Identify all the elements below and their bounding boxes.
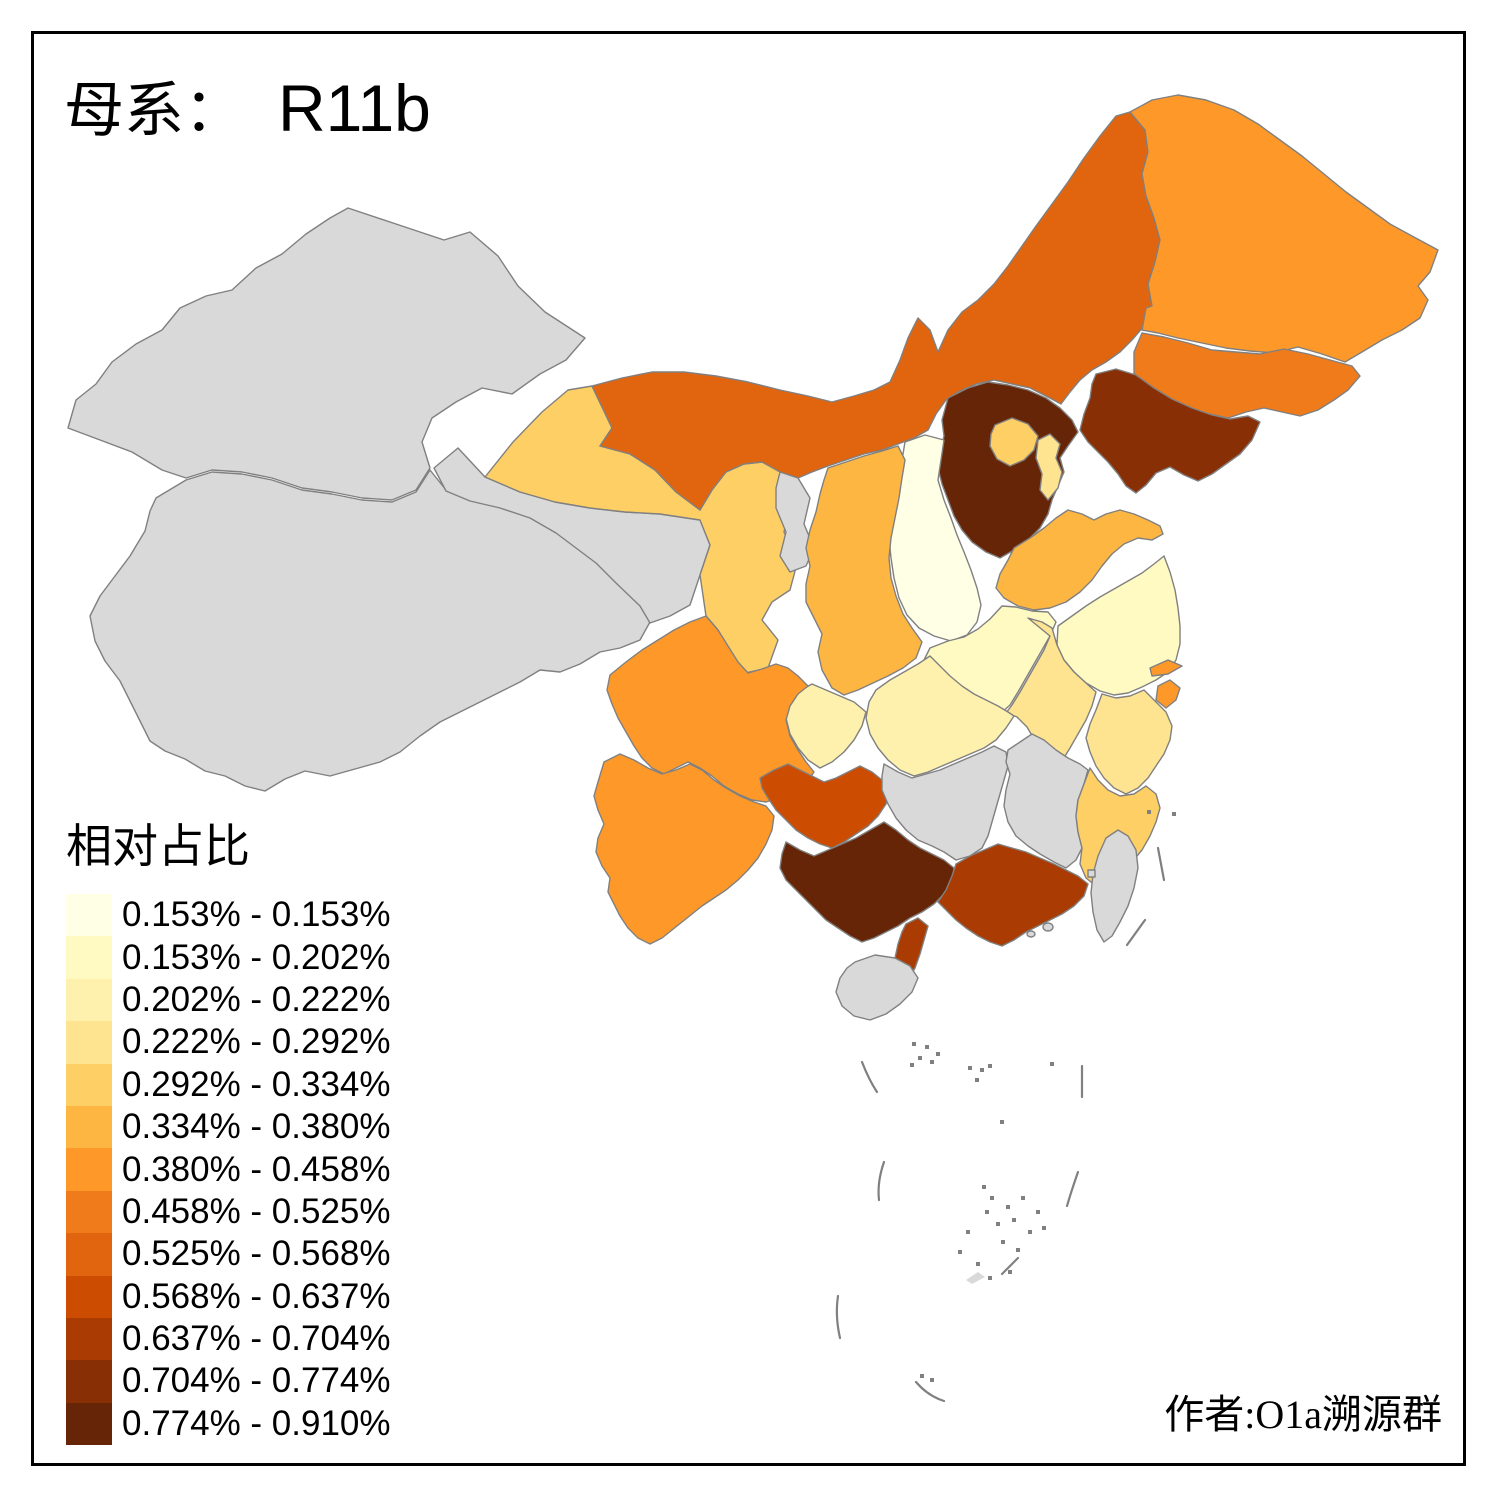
legend-label: 0.202% - 0.222% <box>122 979 391 1019</box>
legend-swatch <box>66 1275 112 1318</box>
province-xinjiang <box>67 207 586 501</box>
province-hebei <box>937 381 1079 559</box>
province-hunan <box>881 745 1009 861</box>
legend-swatch <box>66 1063 112 1106</box>
province-inner-mongolia <box>591 111 1161 511</box>
province-guizhou <box>759 763 891 849</box>
province-shanghai-chongming-island <box>1149 659 1183 677</box>
legend-swatch <box>66 936 112 979</box>
province-shapes <box>67 94 1439 1021</box>
legend-label: 0.380% - 0.458% <box>122 1149 391 1189</box>
province-taiwan <box>1090 829 1139 943</box>
legend-label: 0.222% - 0.292% <box>122 1022 391 1062</box>
legend-label: 0.153% - 0.202% <box>122 937 391 977</box>
author-attribution: 作者:O1a溯源群 <box>1164 1392 1442 1437</box>
province-shandong <box>995 509 1164 611</box>
legend-swatch <box>66 1021 112 1064</box>
legend-swatch <box>66 894 112 937</box>
legend-label: 0.568% - 0.637% <box>122 1276 391 1316</box>
legend-swatch <box>66 1148 112 1191</box>
legend-swatch <box>66 1360 112 1403</box>
province-guangxi <box>779 821 955 943</box>
province-shaanxi <box>805 445 923 696</box>
legend-swatch <box>66 1402 112 1446</box>
province-hubei <box>865 655 1015 777</box>
legend-label: 0.704% - 0.774% <box>122 1361 391 1401</box>
legend-label: 0.637% - 0.704% <box>122 1319 391 1359</box>
dongsha-island <box>966 1272 985 1284</box>
province-tianjin <box>1035 433 1063 501</box>
province-sichuan <box>606 615 815 803</box>
legend-title: 相对占比 <box>66 821 250 872</box>
legend: 相对占比 0.153% - 0.153% 0.153% - 0.202% 0.2… <box>66 810 391 1446</box>
legend-swatch <box>66 978 112 1022</box>
map-title-haplogroup: R11b <box>278 71 431 145</box>
province-zhejiang <box>1085 689 1173 795</box>
map-title-prefix: 母系： <box>64 78 244 144</box>
province-shanghai <box>1155 679 1181 709</box>
map-title: 母系： R11b <box>64 62 431 149</box>
province-guangdong <box>937 843 1089 947</box>
legend-label: 0.334% - 0.380% <box>122 1107 391 1147</box>
sea-boundary-dashes <box>835 846 1166 1403</box>
south-china-sea-islets <box>910 810 1176 1382</box>
legend-label: 0.525% - 0.568% <box>122 1234 391 1274</box>
legend-label: 0.458% - 0.525% <box>122 1191 391 1231</box>
province-tibet <box>89 469 651 792</box>
province-heilongjiang <box>1129 94 1439 363</box>
penghu-islands <box>1087 869 1096 878</box>
province-yunnan <box>593 753 775 945</box>
plot-frame <box>31 31 1466 1466</box>
legend-labels: 0.153% - 0.153% 0.153% - 0.202% 0.202% -… <box>122 894 391 1445</box>
legend-swatch <box>66 1105 112 1149</box>
legend-label: 0.774% - 0.910% <box>122 1403 391 1443</box>
legend-swatch <box>66 1233 112 1276</box>
legend-swatch <box>66 1317 112 1361</box>
province-macau <box>1026 930 1036 938</box>
legend-label: 0.292% - 0.334% <box>122 1064 391 1104</box>
province-beijing <box>989 417 1039 467</box>
legend-swatch <box>66 1190 112 1234</box>
province-jiangxi <box>1003 733 1089 869</box>
legend-label: 0.153% - 0.153% <box>122 895 391 935</box>
province-hongkong <box>1042 922 1054 932</box>
province-ningxia <box>775 471 815 573</box>
legend-color-ramp <box>66 894 112 1446</box>
province-hainan <box>835 954 919 1021</box>
province-liaoning <box>1079 368 1261 494</box>
